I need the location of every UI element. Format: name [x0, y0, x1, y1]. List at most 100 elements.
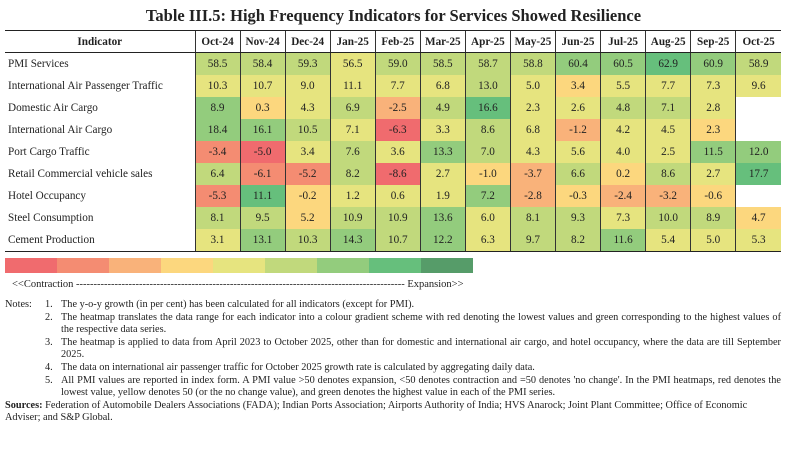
note-text: The heatmap translates the data range fo… — [61, 311, 781, 336]
heatmap-cell — [735, 185, 781, 207]
heatmap-cell: 7.1 — [645, 97, 691, 119]
heatmap-cell: -5.2 — [284, 163, 331, 185]
heatmap-cell: -5.0 — [239, 141, 286, 163]
sources-label: Sources: — [5, 399, 43, 411]
heatmap-cell: 12.0 — [735, 141, 781, 163]
header-month: May-25 — [509, 30, 556, 53]
heatmap-cell: 7.7 — [645, 75, 691, 97]
heatmap-cell: 10.5 — [284, 119, 331, 141]
heatmap-cell: 8.9 — [690, 207, 736, 229]
heatmap-cell — [735, 119, 781, 141]
heatmap-cell: 4.2 — [600, 119, 646, 141]
heatmap-cell: 11.5 — [690, 141, 736, 163]
heatmap-cell: 58.5 — [194, 52, 241, 75]
heatmap-cell: 8.1 — [194, 207, 241, 229]
indicator-label: Domestic Air Cargo — [8, 102, 98, 114]
legend-swatch — [5, 258, 57, 273]
heatmap-cell: 6.8 — [509, 119, 556, 141]
heatmap-cell: -3.7 — [509, 163, 556, 185]
heatmap-cell: 9.6 — [735, 75, 781, 97]
heatmap-cell: 3.6 — [374, 141, 421, 163]
color-legend — [5, 258, 787, 273]
heatmap-cell: 2.6 — [554, 97, 601, 119]
heatmap-cell: 5.0 — [509, 75, 556, 97]
heatmap-cell: 13.1 — [239, 229, 286, 252]
heatmap-cell: -0.6 — [690, 185, 736, 207]
note-number: 3. — [45, 336, 53, 348]
legend-swatch — [265, 258, 317, 273]
legend-swatch — [109, 258, 161, 273]
heatmap-cell: 9.0 — [284, 75, 331, 97]
header-month: Jan-25 — [329, 30, 376, 53]
heatmap-cell: 2.7 — [419, 163, 466, 185]
heatmap-cell: 6.4 — [194, 163, 241, 185]
legend-swatch — [369, 258, 421, 273]
heatmap-cell: 5.4 — [645, 229, 691, 252]
heatmap-cell: 9.3 — [554, 207, 601, 229]
note-item: Notes: 1. The y-o-y growth (in per cent) h… — [5, 299, 781, 312]
note-item: 5. All PMI values are reported in index f… — [5, 375, 781, 400]
notes-label — [5, 375, 45, 400]
indicator-label: International Air Cargo — [8, 124, 113, 136]
header-month: Dec-24 — [284, 30, 331, 53]
heatmap-cell: 2.5 — [645, 141, 691, 163]
indicator-label: Port Cargo Traffic — [8, 146, 90, 158]
heatmap-cell: 17.7 — [735, 163, 781, 185]
table-row: Cement Production 3.1 13.1 10.3 14.3 10.7 12.2… — [5, 229, 781, 252]
heatmap-cell: 2.3 — [509, 97, 556, 119]
heatmap-cell: -3.4 — [194, 141, 241, 163]
heatmap-cell: 1.9 — [419, 185, 466, 207]
heatmap-cell: 10.9 — [329, 207, 376, 229]
heatmap-cell: 11.1 — [329, 75, 376, 97]
heatmap-cell: 7.6 — [329, 141, 376, 163]
heatmap-cell: 11.6 — [600, 229, 646, 252]
header-month: Mar-25 — [419, 30, 466, 53]
heatmap-cell: 60.9 — [690, 52, 736, 75]
heatmap-cell: 2.3 — [690, 119, 736, 141]
table-title: Table III.5: High Frequency Indicators f… — [145, 6, 642, 25]
header-month: Aug-25 — [645, 30, 691, 53]
heatmap-cell: 58.7 — [464, 52, 511, 75]
heatmap-cell: 60.4 — [554, 52, 601, 75]
heatmap-cell: 58.9 — [735, 52, 781, 75]
indicator-label: International Air Passenger Traffic — [8, 80, 163, 92]
note-number: 1. — [45, 299, 53, 310]
notes-label: Notes: — [5, 299, 32, 310]
heatmap-cell: 1.2 — [329, 185, 376, 207]
header-month: Sep-25 — [690, 30, 736, 53]
heatmap-cell: 8.9 — [194, 97, 241, 119]
heatmap-cell: 9.5 — [239, 207, 286, 229]
note-text: The heatmap is applied to data from Apri… — [61, 336, 781, 361]
heatmap-cell: -5.3 — [194, 185, 241, 207]
header-month: Oct-24 — [194, 30, 241, 53]
heatmap-cell: -1.2 — [554, 119, 601, 141]
legend-swatch — [317, 258, 369, 273]
heatmap-cell: 7.0 — [464, 141, 511, 163]
note-number: 5. — [45, 374, 53, 386]
heatmap-cell: 4.3 — [284, 97, 331, 119]
table-row: Port Cargo Traffic -3.4 -5.0 3.4 7.6 3.6 13.3 7… — [5, 141, 781, 163]
indicator-label: Retail Commercial vehicle sales — [8, 168, 153, 180]
note-number: 2. — [45, 311, 53, 323]
heatmap-cell: -6.1 — [239, 163, 286, 185]
heatmap-cell: 7.7 — [374, 75, 421, 97]
heatmap-cell: 0.3 — [239, 97, 286, 119]
heatmap-cell: -2.5 — [374, 97, 421, 119]
heatmap-cell: 13.0 — [464, 75, 511, 97]
heatmap-cell: 7.1 — [329, 119, 376, 141]
header-month: Jun-25 — [554, 30, 601, 53]
notes-label — [5, 312, 45, 337]
heatmap-cell: 10.7 — [239, 75, 286, 97]
heatmap-cell: 0.2 — [600, 163, 646, 185]
heatmap-cell: 8.6 — [645, 163, 691, 185]
heatmap-cell: -6.3 — [374, 119, 421, 141]
table-row: Hotel Occupancy -5.3 11.1 -0.2 1.2 0.6 1.9 7.2-… — [5, 185, 781, 207]
heatmap-cell: 58.5 — [419, 52, 466, 75]
indicator-label: Hotel Occupancy — [8, 190, 86, 202]
heatmap-cell — [735, 97, 781, 119]
table-row: Steel Consumption 8.1 9.5 5.2 10.9 10.9 13.6 6.… — [5, 207, 781, 229]
indicator-label: Cement Production — [5, 229, 195, 252]
heatmap-cell: 59.3 — [284, 52, 331, 75]
heatmap-cell: 10.0 — [645, 207, 691, 229]
heatmap-cell: 13.6 — [419, 207, 466, 229]
